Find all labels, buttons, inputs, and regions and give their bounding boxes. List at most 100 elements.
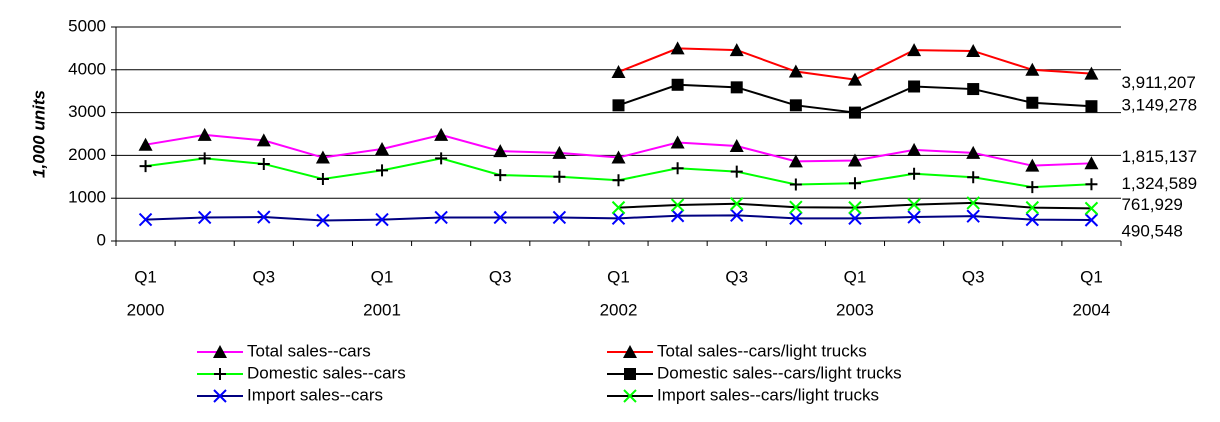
x-group-label: 2002 (600, 300, 638, 319)
marker-shape (966, 145, 981, 159)
legend-label: Domestic sales--cars/light trucks (657, 363, 902, 382)
marker-shape (375, 212, 389, 227)
marker-shape (966, 43, 981, 57)
marker (730, 165, 743, 178)
y-tick-label: 5000 (68, 16, 106, 35)
marker (848, 106, 861, 119)
marker-shape (1084, 201, 1099, 216)
x-tick-label: Q3 (252, 267, 275, 286)
marker (908, 80, 921, 93)
marker (612, 174, 625, 187)
marker-shape (315, 150, 330, 164)
marker-shape (848, 211, 862, 226)
value-label: 3,911,207 (1121, 73, 1195, 92)
y-tick-label: 4000 (68, 59, 106, 78)
marker-shape (138, 212, 153, 227)
marker (256, 133, 271, 147)
marker (552, 210, 567, 225)
marker (1026, 181, 1039, 194)
value-label: 1,324,589 (1121, 174, 1197, 193)
marker-shape (730, 81, 743, 94)
marker-shape (967, 171, 980, 184)
marker (671, 162, 684, 175)
marker-shape (788, 64, 803, 78)
x-tick-label: Q3 (962, 267, 985, 286)
marker (967, 83, 980, 96)
y-tick-label: 0 (97, 230, 106, 249)
marker-shape (197, 127, 212, 141)
marker (434, 127, 449, 141)
marker (848, 177, 861, 190)
marker (788, 64, 803, 78)
marker (214, 368, 226, 380)
x-tick-label: Q3 (489, 267, 512, 286)
marker-shape (1085, 178, 1098, 191)
marker (198, 152, 211, 165)
marker-shape (670, 209, 685, 223)
marker (375, 141, 390, 155)
marker-shape (789, 178, 802, 191)
marker (623, 345, 637, 358)
marker (611, 211, 626, 226)
marker (670, 198, 685, 212)
marker (789, 99, 802, 112)
marker (138, 212, 153, 227)
marker (966, 145, 981, 159)
marker (1025, 212, 1040, 227)
marker (670, 209, 685, 223)
marker (670, 135, 685, 149)
marker-shape (847, 153, 862, 167)
x-group-label: 2001 (363, 300, 401, 319)
x-tick-label: Q1 (607, 267, 630, 286)
marker-shape (967, 83, 980, 96)
marker-shape (257, 157, 270, 170)
marker-shape (257, 210, 271, 224)
marker-shape (213, 345, 227, 358)
marker (907, 197, 921, 212)
marker-shape (1026, 181, 1039, 194)
marker-shape (623, 389, 637, 403)
marker-shape (375, 141, 390, 155)
legend-label: Domestic sales--cars (247, 363, 406, 382)
marker (139, 160, 152, 173)
marker-shape (376, 164, 389, 177)
marker-shape (729, 43, 744, 57)
marker-shape (1025, 158, 1040, 172)
marker (611, 64, 626, 78)
marker-shape (493, 144, 508, 158)
marker-shape (435, 152, 448, 165)
marker-shape (788, 154, 803, 168)
marker (624, 368, 636, 380)
y-tick-label: 3000 (68, 102, 106, 121)
marker (553, 170, 566, 183)
marker (848, 211, 862, 226)
x-tick-label: Q1 (371, 267, 394, 286)
marker-shape (908, 167, 921, 180)
marker (1084, 213, 1099, 227)
marker-shape (611, 64, 626, 78)
marker (376, 164, 389, 177)
x-group-label: 2000 (127, 300, 165, 319)
marker-shape (1085, 100, 1098, 113)
marker-shape (611, 150, 626, 164)
marker-shape (214, 368, 226, 380)
marker (315, 150, 330, 164)
marker (493, 144, 508, 158)
marker (316, 213, 330, 228)
marker-shape (138, 137, 153, 151)
value-label: 1,815,137 (1121, 147, 1197, 166)
marker (1026, 96, 1039, 109)
marker (789, 178, 802, 191)
marker (1085, 100, 1098, 113)
marker-shape (1025, 212, 1040, 227)
marker (612, 99, 625, 112)
marker (847, 72, 862, 86)
x-group-label: 2004 (1073, 300, 1111, 319)
marker-shape (671, 78, 684, 91)
marker-shape (612, 99, 625, 112)
legend-label: Import sales--cars/light trucks (657, 385, 879, 404)
marker-shape (848, 177, 861, 190)
marker-shape (552, 210, 567, 225)
marker-shape (789, 200, 803, 214)
marker (213, 345, 227, 358)
